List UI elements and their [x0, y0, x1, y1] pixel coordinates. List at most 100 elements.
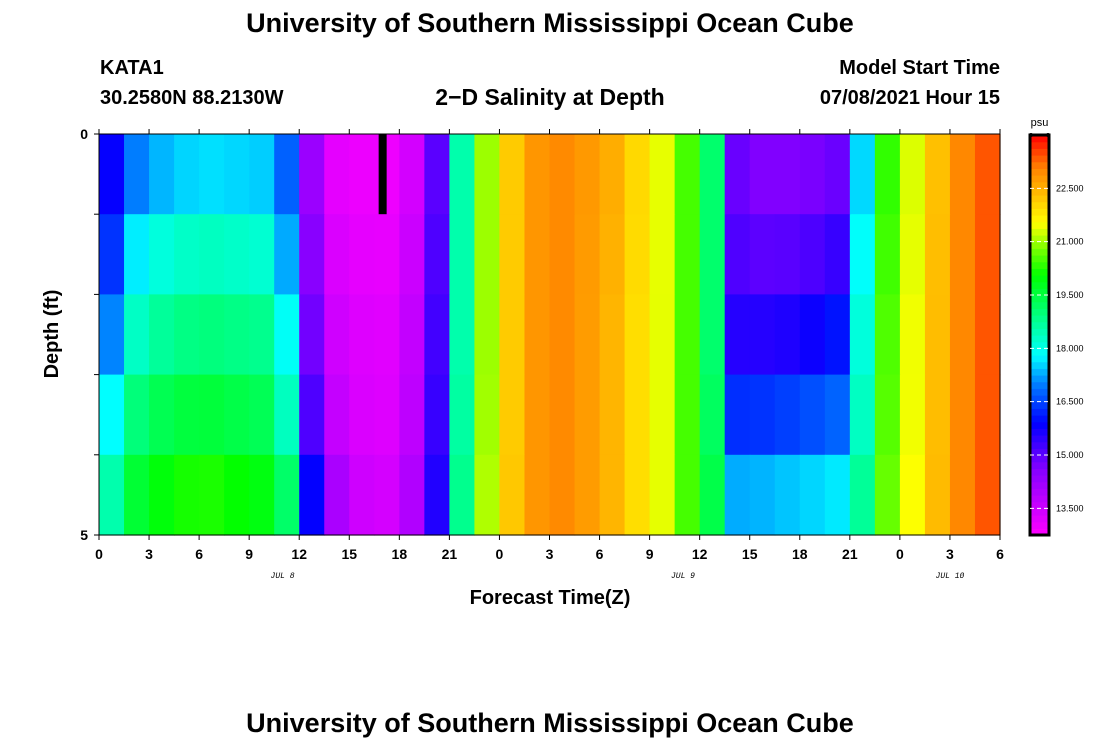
x-tick-label: 6	[996, 546, 1004, 562]
x-tick-label: 0	[496, 546, 504, 562]
heatmap-cell	[449, 374, 476, 456]
x-tick-label: 0	[95, 546, 103, 562]
colorbar-label: 15.000	[1056, 450, 1084, 460]
heatmap-cell	[624, 294, 651, 376]
station-coordinates: 30.2580N 88.2130W	[100, 87, 284, 109]
heatmap-cell	[599, 294, 626, 376]
heatmap-cell	[149, 294, 175, 376]
heatmap-cell	[874, 214, 901, 295]
x-axis-title: Forecast Time(Z)	[470, 587, 631, 609]
heatmap-cell	[849, 214, 876, 295]
heatmap-cell	[274, 374, 300, 456]
heatmap-cell	[674, 294, 701, 376]
heatmap-cell	[524, 214, 551, 295]
heatmap-cell	[949, 454, 976, 536]
heatmap-cell	[724, 294, 751, 376]
heatmap-cell	[524, 374, 551, 456]
colorbar-label: 19.500	[1056, 290, 1084, 300]
heatmap-cell	[224, 454, 250, 536]
heatmap-cell	[99, 294, 125, 376]
heatmap-cell	[799, 454, 826, 536]
heatmap-cell	[149, 134, 175, 215]
colorbar-segment	[1030, 441, 1049, 449]
heatmap-cell	[199, 374, 225, 456]
heatmap-cell	[949, 374, 976, 456]
model-start-time: 07/08/2021 Hour 15	[819, 87, 1000, 109]
colorbar-segment	[1030, 388, 1049, 396]
heatmap-cell	[199, 134, 225, 215]
heatmap-cell	[899, 214, 926, 295]
heatmap-cell	[574, 214, 601, 295]
heatmap-cell	[399, 134, 425, 215]
colorbar-segment	[1030, 221, 1049, 229]
colorbar-segment	[1030, 208, 1049, 216]
heatmap-cell	[274, 214, 300, 295]
heatmap-cell	[324, 214, 350, 295]
heatmap-cell	[399, 374, 425, 456]
heatmap-cell	[574, 454, 601, 536]
heatmap-cell	[374, 374, 400, 456]
heatmap-cell	[749, 454, 776, 536]
colorbar-segment	[1030, 368, 1049, 376]
colorbar: psu 22.500 21.000 19.500 18.000 16.500 15.000 1…	[1028, 117, 1084, 537]
x-tick-label: 6	[195, 546, 203, 562]
x-tick-label: 6	[596, 546, 604, 562]
heatmap-cell	[499, 454, 526, 536]
colorbar-label: 22.500	[1056, 183, 1084, 193]
colorbar-segment	[1030, 528, 1049, 536]
heatmap-cell	[949, 214, 976, 295]
colorbar-label: 16.500	[1056, 397, 1084, 407]
heatmap-cell	[299, 134, 325, 215]
heatmap-cell	[324, 374, 350, 456]
heatmap-cell	[424, 454, 450, 536]
heatmap-cell	[349, 374, 375, 456]
heatmap-cell	[299, 214, 325, 295]
heatmap-cell	[899, 294, 926, 376]
heatmap-cell	[799, 214, 826, 295]
colorbar-label: 13.500	[1056, 503, 1084, 513]
heatmap-cell	[549, 134, 576, 215]
heatmap-cell	[724, 374, 751, 456]
colorbar-segment	[1030, 521, 1049, 529]
heatmap-cell	[724, 134, 751, 215]
heatmap-cell	[399, 454, 425, 536]
colorbar-segment	[1030, 155, 1049, 163]
heatmap-cell	[474, 134, 501, 215]
colorbar-segment	[1030, 261, 1049, 269]
x-tick-label: 3	[946, 546, 954, 562]
colorbar-segment	[1030, 301, 1049, 309]
colorbar-segment	[1030, 335, 1049, 343]
heatmap-cell	[649, 214, 676, 295]
heatmap-cell	[824, 214, 851, 295]
x-axis: 0 3 6 9 12 15 18 21 0 3 6 9 12 15 18 21 0 3 6 JUL 8 JUL 9 JUL…	[95, 129, 1004, 581]
heatmap-cell	[374, 454, 400, 536]
colorbar-segment	[1030, 355, 1049, 363]
heatmap-cell	[374, 294, 400, 376]
colorbar-segment	[1030, 381, 1049, 389]
heatmap-cell	[974, 214, 1001, 295]
heatmap-cell	[799, 374, 826, 456]
heatmap-cell	[524, 134, 551, 215]
heatmap-cell	[924, 374, 951, 456]
heatmap-cell	[324, 294, 350, 376]
x-tick-label: 18	[392, 546, 408, 562]
chart-title: 2−D Salinity at Depth	[435, 84, 665, 110]
heatmap-cell	[499, 294, 526, 376]
heatmap-cell	[724, 214, 751, 295]
heatmap-cell	[124, 294, 150, 376]
heatmap-cell	[674, 454, 701, 536]
heatmap-cell	[599, 374, 626, 456]
heatmap-cell	[399, 214, 425, 295]
heatmap-cell	[699, 294, 726, 376]
heatmap-cell	[249, 134, 275, 215]
model-start-marker	[378, 134, 387, 215]
heatmap-cell	[624, 374, 651, 456]
y-axis-title: Depth (ft)	[41, 290, 63, 379]
heatmap-cell	[749, 134, 776, 215]
heatmap-cell	[274, 454, 300, 536]
colorbar-unit: psu	[1031, 117, 1049, 129]
colorbar-segment	[1030, 168, 1049, 176]
colorbar-segment	[1030, 508, 1049, 516]
heatmap-cell	[924, 134, 951, 215]
